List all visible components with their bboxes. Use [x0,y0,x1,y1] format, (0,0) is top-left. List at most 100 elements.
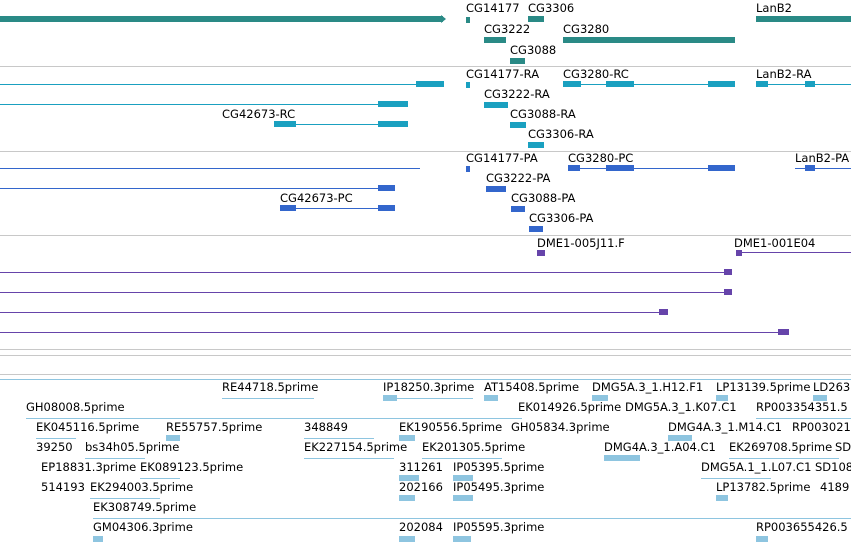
clone-line[interactable] [0,272,726,273]
est-block[interactable] [399,495,415,501]
gene-bar[interactable] [0,16,443,22]
est-block[interactable] [399,435,415,441]
est-line[interactable] [93,518,851,519]
transcript-line[interactable] [0,84,416,85]
exon-block[interactable] [466,82,470,88]
coding-block[interactable] [511,206,525,212]
est-block[interactable] [453,495,473,501]
gene-bar[interactable] [466,17,470,23]
protein-line[interactable] [0,188,395,189]
est-label: SD108 [815,460,851,474]
transcript-label: CG42673-RC [222,107,296,121]
est-label: RP003021 [792,420,851,434]
est-line[interactable] [383,398,473,399]
est-line[interactable] [140,478,180,479]
coding-block[interactable] [486,186,506,192]
est-block[interactable] [453,475,473,481]
est-block[interactable] [668,435,692,441]
exon-block[interactable] [528,142,544,148]
est-label: AT15408.5prime [484,380,580,394]
transcript-line[interactable] [274,124,408,125]
est-line[interactable] [90,498,160,499]
coding-block [708,165,735,171]
est-label: EK014926.5prime [518,400,622,414]
est-label: IP05495.3prime [453,480,545,494]
est-block [383,395,397,401]
exon-block[interactable] [510,122,526,128]
transcript-label: CG3088-RA [510,107,576,121]
gene-bar[interactable] [528,16,544,22]
protein-line[interactable] [568,168,735,169]
est-block[interactable] [166,435,180,441]
est-label: DMG4A.3_1.A04.C1 [604,440,716,454]
gene-label: CG14177 [466,1,520,15]
transcript-label: CG14177-RA [466,67,540,81]
clone-line[interactable] [0,292,726,293]
est-line[interactable] [26,418,522,419]
exon-block [708,81,735,87]
clone-end-marker [724,269,732,275]
transcript-line[interactable] [0,104,380,105]
exon-block [805,81,815,87]
est-block[interactable] [813,395,827,401]
protein-label: CG14177-PA [466,151,538,165]
est-label: 39250 [36,440,73,454]
est-line[interactable] [304,458,394,459]
est-line[interactable] [85,458,145,459]
est-label: 514193 [41,480,85,494]
clone-line[interactable] [0,332,782,333]
exon-block [606,81,634,87]
clone-line[interactable] [0,312,662,313]
est-block[interactable] [399,536,415,542]
clone-end-marker[interactable] [537,250,545,256]
gene-label: CG3280 [563,22,610,36]
est-label: IP05595.3prime [453,520,545,534]
est-label: EK308749.5prime [93,500,197,514]
protein-line[interactable] [0,168,420,169]
protein-line[interactable] [795,168,851,169]
est-block[interactable] [604,455,640,461]
est-block[interactable] [484,395,498,401]
protein-label: CG3306-PA [529,211,594,225]
exon-block[interactable] [484,102,508,108]
est-line[interactable] [422,458,502,459]
est-block[interactable] [453,536,471,542]
est-line[interactable] [222,398,314,399]
gene-bar[interactable] [484,37,506,43]
est-block[interactable] [399,475,419,481]
est-line[interactable] [729,458,839,459]
protein-line[interactable] [280,208,395,209]
coding-block[interactable] [466,166,470,172]
est-label: DMG5A.3_1.K07.C1 [625,400,737,414]
track-separator [0,349,851,350]
est-label: EK294003.5prime [90,480,194,494]
est-block[interactable] [716,395,728,401]
est-line[interactable] [756,418,851,419]
gene-label: LanB2 [756,1,792,15]
est-block[interactable] [592,395,608,401]
est-line[interactable] [0,379,851,380]
est-line[interactable] [304,438,374,439]
gene-bar[interactable] [756,16,851,22]
est-block[interactable] [93,536,103,542]
est-label: 311261 [399,460,443,474]
exon-block [416,81,444,87]
est-label: DMG5A.1_1.L07.C1 [701,460,812,474]
est-block[interactable] [756,536,768,542]
transcript-line[interactable] [756,84,851,85]
clone-label: DME1-001E04 [734,236,816,250]
track-separator [0,355,851,356]
est-line[interactable] [36,438,76,439]
est-block[interactable] [716,495,728,501]
est-line[interactable] [701,478,771,479]
clone-end-marker [778,329,789,335]
est-label: EK045116.5prime [36,420,140,434]
coding-block [805,165,815,171]
clone-line[interactable] [736,252,851,253]
gene-bar[interactable] [510,58,525,64]
protein-label: CG3088-PA [511,191,576,205]
gene-bar[interactable] [563,37,735,43]
transcript-line[interactable] [563,84,735,85]
track-separator [0,235,851,236]
coding-block[interactable] [529,226,543,232]
